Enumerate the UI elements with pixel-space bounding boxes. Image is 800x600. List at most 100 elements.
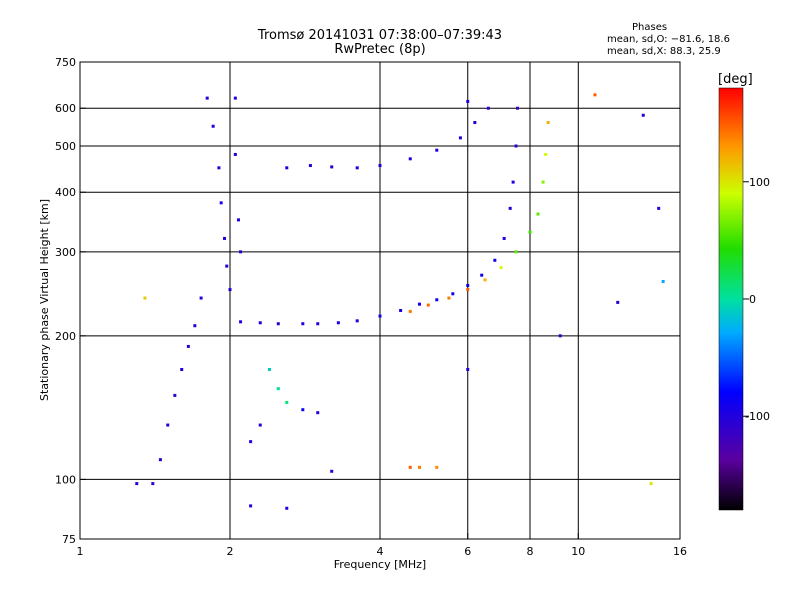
data-point — [193, 324, 197, 328]
data-point — [180, 367, 184, 371]
data-point — [515, 106, 519, 110]
data-point — [301, 322, 305, 326]
data-point — [417, 465, 421, 469]
data-point — [285, 166, 289, 170]
y-tick-label: 750 — [55, 56, 76, 69]
x-tick-label: 4 — [377, 545, 384, 558]
x-tick-label: 8 — [527, 545, 534, 558]
data-point — [135, 482, 139, 486]
data-point — [511, 180, 515, 184]
data-point — [528, 230, 532, 234]
data-point — [285, 506, 289, 510]
data-point — [285, 400, 289, 404]
colorbar-label: [deg] — [718, 72, 753, 87]
data-point — [466, 99, 470, 103]
data-point — [466, 283, 470, 287]
y-tick-label: 200 — [55, 330, 76, 343]
x-tick-labels: 1 2 4 6 8 10 16 — [77, 545, 688, 558]
data-point — [239, 320, 243, 324]
data-point — [355, 166, 359, 170]
chart-title: Tromsø 20141031 07:38:00–07:39:43 — [257, 28, 503, 43]
stats-line-x: mean, sd,X: 88.3, 25.9 — [607, 46, 721, 57]
data-point — [276, 387, 280, 391]
y-axis-label: Stationary phase Virtual Height [km] — [38, 199, 51, 401]
x-tick-label: 16 — [673, 545, 687, 558]
data-point — [649, 482, 653, 486]
data-point — [641, 113, 645, 117]
data-point — [223, 236, 227, 240]
data-point — [558, 334, 562, 338]
data-point — [258, 321, 262, 325]
colorbar-tick-label: 100 — [749, 176, 770, 189]
data-point — [451, 292, 455, 296]
data-point — [544, 152, 548, 156]
data-point — [399, 308, 403, 312]
data-point — [217, 166, 221, 170]
x-tick-label: 1 — [77, 545, 84, 558]
data-point — [541, 180, 545, 184]
data-point — [435, 298, 439, 302]
data-point — [408, 465, 412, 469]
data-point — [466, 367, 470, 371]
data-point — [166, 423, 170, 427]
data-point — [173, 393, 177, 397]
data-point — [236, 218, 240, 222]
data-point — [616, 300, 620, 304]
stats-heading: Phases — [632, 22, 668, 33]
data-point — [301, 408, 305, 412]
data-point — [499, 266, 503, 270]
data-point — [258, 423, 262, 427]
data-point — [435, 148, 439, 152]
data-point — [473, 121, 477, 125]
data-point — [408, 157, 412, 161]
data-points — [135, 93, 665, 510]
data-point — [233, 96, 237, 100]
data-point — [426, 303, 430, 307]
data-point — [502, 236, 506, 240]
data-point — [316, 411, 320, 415]
colorbar — [718, 87, 744, 511]
data-point — [378, 314, 382, 318]
data-point — [378, 164, 382, 168]
x-axis-label: Frequency [MHz] — [334, 558, 426, 571]
data-point — [249, 440, 253, 444]
data-point — [480, 273, 484, 277]
data-point — [486, 106, 490, 110]
y-tick-labels: 75 100 200 300 400 500 600 750 — [55, 56, 76, 546]
data-point — [661, 279, 665, 283]
chart-subtitle: RwPretec (8p) — [334, 42, 426, 57]
colorbar-ticks: 100 0 -100 — [743, 176, 770, 423]
data-point — [466, 288, 470, 292]
data-point — [657, 206, 661, 210]
data-point — [447, 296, 451, 300]
data-point — [508, 206, 512, 210]
data-point — [143, 296, 147, 300]
data-point — [330, 165, 334, 169]
data-point — [336, 321, 340, 325]
data-point — [546, 121, 550, 125]
data-point — [408, 309, 412, 313]
data-point — [233, 152, 237, 156]
data-point — [483, 278, 487, 282]
data-point — [249, 504, 253, 508]
data-point — [514, 144, 518, 148]
x-tick-label: 10 — [571, 545, 585, 558]
x-tick-label: 2 — [227, 545, 234, 558]
y-tick-label: 600 — [55, 102, 76, 115]
y-tick-label: 300 — [55, 246, 76, 259]
data-point — [276, 322, 280, 326]
data-point — [417, 302, 421, 306]
data-point — [225, 264, 229, 268]
data-point — [493, 258, 497, 262]
data-point — [228, 288, 232, 292]
data-point — [316, 322, 320, 326]
data-point — [158, 458, 162, 462]
data-point — [514, 250, 518, 254]
data-point — [536, 212, 540, 216]
colorbar-tick-label: -100 — [745, 410, 770, 423]
data-point — [151, 482, 155, 486]
data-point — [199, 296, 203, 300]
axis-ticks — [79, 61, 681, 540]
y-tick-label: 500 — [55, 140, 76, 153]
